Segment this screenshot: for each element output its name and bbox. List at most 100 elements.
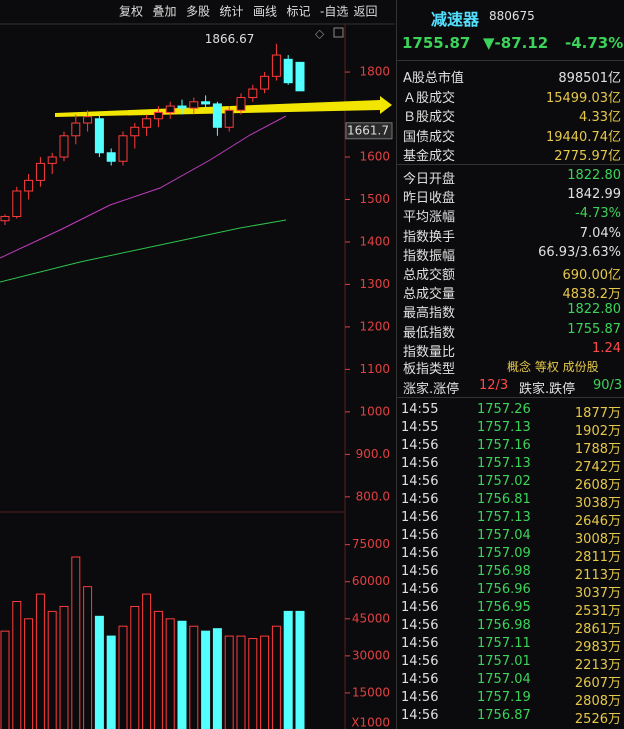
stat-label: 指数换手 <box>403 229 456 245</box>
tick-price: 1756.96 <box>477 582 531 597</box>
tick-volume: 2808万 <box>574 694 621 709</box>
candle-body <box>83 116 93 124</box>
vol-tick-label: 45000 <box>352 611 390 625</box>
price: 1755.87 <box>402 34 471 52</box>
up-count: 12/3 <box>479 378 509 393</box>
tick-volume: 1902万 <box>574 424 621 439</box>
tick-price: 1757.16 <box>477 438 531 453</box>
tick-volume: 2742万 <box>574 460 621 475</box>
tick-price: 1757.09 <box>477 546 531 561</box>
tick-volume: 2607万 <box>574 676 621 691</box>
stat-label: 最高指数 <box>403 306 456 322</box>
toolbar-button[interactable]: -自选 <box>320 5 348 19</box>
up-label: 涨家.涨停 <box>403 382 460 397</box>
tick-volume: 2646万 <box>574 514 621 529</box>
tick-price: 1757.19 <box>477 690 531 705</box>
tick-price: 1757.11 <box>477 636 531 651</box>
vol-tick-label: 75000 <box>352 537 390 551</box>
stat-value: 1.24 <box>592 340 621 356</box>
index-code: 880675 <box>489 9 535 23</box>
volume-bar <box>71 556 81 729</box>
volume-bar <box>295 610 305 729</box>
stat-value: 4.33亿 <box>579 110 621 125</box>
candle-body <box>236 97 246 111</box>
last-price-label: 1661.7 <box>347 123 389 137</box>
index-name: 减速器 <box>431 10 480 29</box>
toolbar-button[interactable]: 返回 <box>354 5 378 19</box>
volume-bar <box>212 628 222 729</box>
icon[interactable]: ◇ <box>315 27 325 41</box>
tick-time: 14:56 <box>401 546 439 561</box>
volume-bar <box>236 635 246 729</box>
tick-volume: 3038万 <box>574 496 621 511</box>
candle-body <box>271 54 281 77</box>
tick-time: 14:56 <box>401 708 439 723</box>
toolbar-button[interactable]: 画线 <box>253 5 277 19</box>
tick-price: 1757.26 <box>477 402 531 417</box>
tick-price: 1756.87 <box>477 708 531 723</box>
tick-time: 14:56 <box>401 672 439 687</box>
stat-value: 1822.80 <box>567 168 621 183</box>
candle-body <box>24 179 34 192</box>
volume-bar <box>24 618 34 729</box>
tick-time: 14:55 <box>401 420 439 435</box>
stat-value: 4838.2万 <box>562 287 622 303</box>
tick-price: 1756.98 <box>477 618 531 633</box>
tick-time: 14:56 <box>401 618 439 633</box>
stat-label: 平均涨幅 <box>403 210 456 226</box>
candle-body <box>71 122 81 137</box>
candle-body <box>94 118 104 154</box>
volume-bar <box>94 615 104 729</box>
ma-line <box>0 219 287 283</box>
toolbar-button[interactable]: 标记 <box>287 5 311 19</box>
candle-body <box>212 103 222 128</box>
candle-body <box>35 162 45 181</box>
volume-bar <box>165 618 175 729</box>
candle-body <box>260 75 270 90</box>
tick-volume: 2531万 <box>574 604 621 619</box>
last-price-box <box>345 122 393 140</box>
candle-body <box>47 156 57 164</box>
stat-label: 昨日收盘 <box>403 191 456 207</box>
tick-time: 14:56 <box>401 492 439 507</box>
volume-bar <box>177 620 187 729</box>
down-label: 跌家.跌停 <box>519 382 576 397</box>
tick-time: 14:56 <box>401 564 439 579</box>
vol-unit: X1000 <box>351 716 390 729</box>
tick-time: 14:56 <box>401 654 439 669</box>
change: ▼-87.12 <box>483 34 549 52</box>
stat-label: 最低指数 <box>403 325 456 341</box>
tick-volume: 2861万 <box>574 622 621 637</box>
toolbar-button[interactable]: 多股 <box>186 5 210 19</box>
volume-bar <box>201 630 211 729</box>
candle-body <box>295 61 305 92</box>
candle-body <box>248 88 258 99</box>
stat-label: Ａ股成交 <box>403 90 456 106</box>
tick-price: 1757.01 <box>477 654 531 669</box>
tick-price: 1756.98 <box>477 564 531 579</box>
volume-bar <box>248 638 258 729</box>
candle-body <box>59 135 69 158</box>
toolbar-button[interactable]: 复权 <box>119 5 143 19</box>
arrow <box>55 96 392 117</box>
tick-price: 1756.95 <box>477 600 531 615</box>
toolbar-button[interactable]: 叠加 <box>153 5 177 19</box>
vol-tick-label: 60000 <box>352 574 390 588</box>
candle-body <box>12 190 22 217</box>
tick-volume: 1788万 <box>574 442 621 457</box>
candle-body <box>130 126 140 137</box>
volume-bar <box>224 635 234 729</box>
tick-time: 14:56 <box>401 510 439 525</box>
icon[interactable] <box>333 27 344 38</box>
tick-time: 14:56 <box>401 528 439 543</box>
tick-price: 1757.02 <box>477 474 531 489</box>
info-panel: 减速器 880675 1755.87 ▼-87.12 -4.73% 板指类型 概… <box>396 0 624 729</box>
stat-value: -4.73% <box>575 206 621 222</box>
pct: -4.73% <box>565 34 624 52</box>
tick-price: 1757.13 <box>477 456 531 471</box>
stat-label: 指数振幅 <box>403 248 456 264</box>
candle-body <box>118 135 128 162</box>
toolbar-button[interactable]: 统计 <box>220 5 244 19</box>
board-tags[interactable]: 概念 等权 成份股 <box>507 360 599 374</box>
